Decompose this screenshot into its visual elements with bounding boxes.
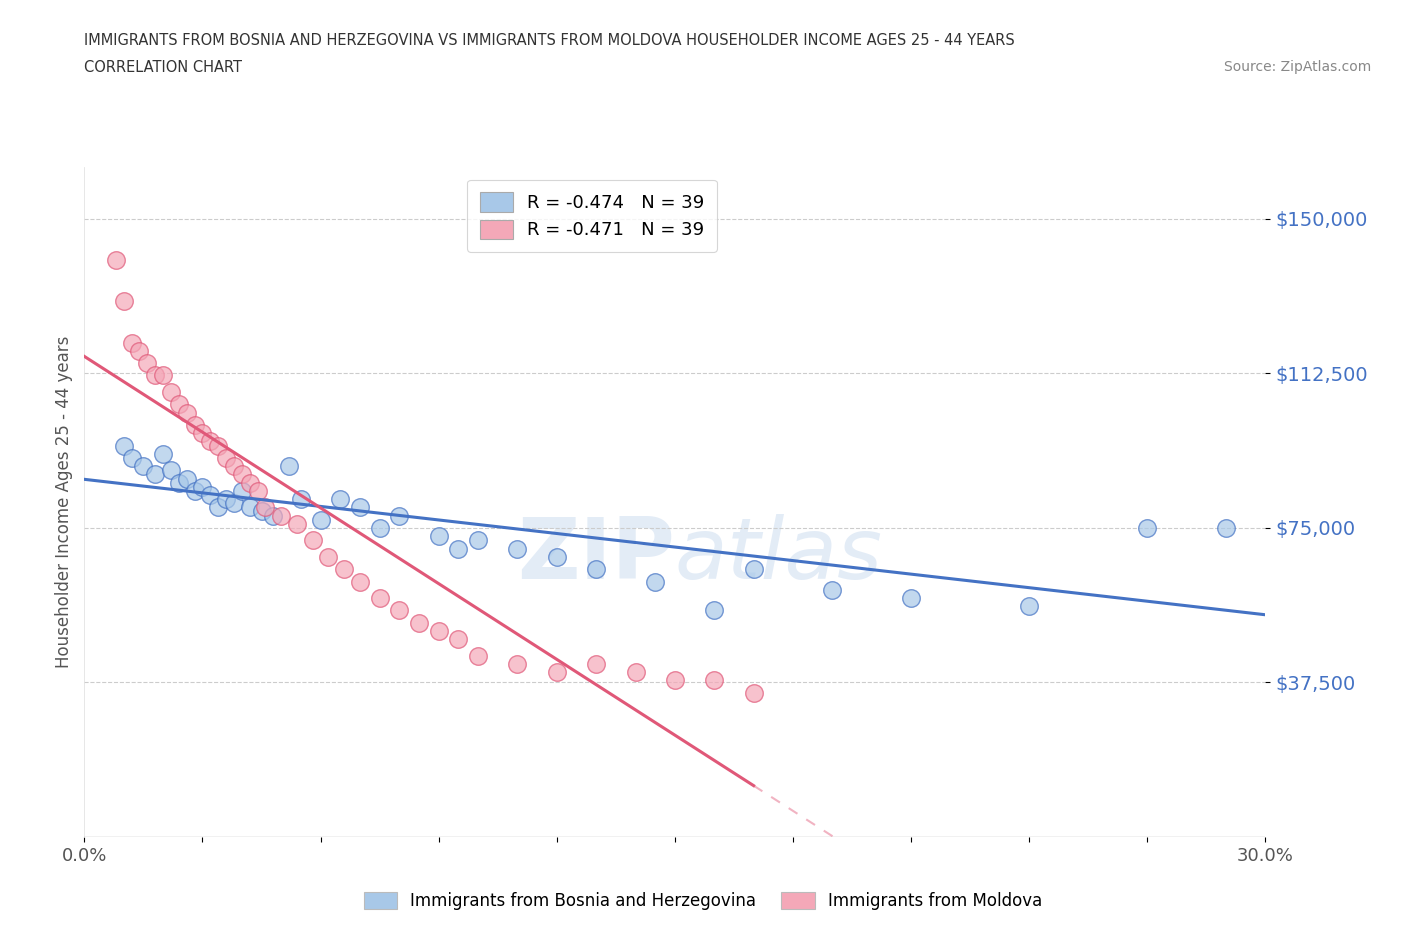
- Point: [703, 673, 725, 688]
- Point: [207, 500, 229, 515]
- Point: [183, 418, 205, 432]
- Text: ZIP: ZIP: [517, 514, 675, 597]
- Point: [664, 673, 686, 688]
- Point: [222, 496, 245, 511]
- Point: [546, 550, 568, 565]
- Point: [309, 512, 332, 527]
- Point: [254, 500, 277, 515]
- Point: [467, 533, 489, 548]
- Point: [821, 582, 844, 597]
- Point: [200, 434, 222, 449]
- Point: [467, 648, 489, 663]
- Point: [349, 574, 371, 589]
- Point: [408, 616, 430, 631]
- Point: [136, 355, 159, 370]
- Point: [318, 550, 340, 565]
- Point: [388, 508, 411, 523]
- Point: [160, 463, 183, 478]
- Point: [506, 541, 529, 556]
- Point: [447, 631, 470, 646]
- Point: [167, 397, 190, 412]
- Point: [128, 343, 150, 358]
- Point: [191, 426, 214, 441]
- Point: [368, 591, 391, 605]
- Point: [388, 603, 411, 618]
- Point: [112, 438, 135, 453]
- Text: Source: ZipAtlas.com: Source: ZipAtlas.com: [1223, 60, 1371, 74]
- Point: [333, 562, 356, 577]
- Point: [506, 657, 529, 671]
- Point: [152, 446, 174, 461]
- Point: [624, 665, 647, 680]
- Point: [250, 504, 273, 519]
- Point: [222, 458, 245, 473]
- Point: [329, 492, 352, 507]
- Point: [200, 487, 222, 502]
- Point: [1018, 599, 1040, 614]
- Point: [290, 492, 312, 507]
- Point: [239, 475, 262, 490]
- Text: atlas: atlas: [675, 514, 883, 597]
- Legend: R = -0.474   N = 39, R = -0.471   N = 39: R = -0.474 N = 39, R = -0.471 N = 39: [467, 179, 717, 252]
- Text: CORRELATION CHART: CORRELATION CHART: [84, 60, 242, 75]
- Point: [900, 591, 922, 605]
- Point: [215, 450, 238, 465]
- Point: [239, 500, 262, 515]
- Point: [152, 368, 174, 383]
- Point: [278, 458, 301, 473]
- Point: [160, 384, 183, 399]
- Point: [644, 574, 666, 589]
- Point: [368, 521, 391, 536]
- Point: [585, 562, 607, 577]
- Point: [447, 541, 470, 556]
- Point: [270, 508, 292, 523]
- Point: [585, 657, 607, 671]
- Point: [742, 562, 765, 577]
- Point: [231, 467, 253, 482]
- Point: [262, 508, 284, 523]
- Point: [285, 516, 308, 531]
- Text: IMMIGRANTS FROM BOSNIA AND HERZEGOVINA VS IMMIGRANTS FROM MOLDOVA HOUSEHOLDER IN: IMMIGRANTS FROM BOSNIA AND HERZEGOVINA V…: [84, 33, 1015, 47]
- Point: [1136, 521, 1159, 536]
- Point: [1215, 521, 1237, 536]
- Point: [121, 335, 143, 350]
- Point: [176, 472, 198, 486]
- Point: [427, 529, 450, 544]
- Point: [183, 484, 205, 498]
- Point: [231, 484, 253, 498]
- Point: [167, 475, 190, 490]
- Point: [215, 492, 238, 507]
- Point: [703, 603, 725, 618]
- Point: [121, 450, 143, 465]
- Point: [143, 467, 166, 482]
- Point: [143, 368, 166, 383]
- Point: [349, 500, 371, 515]
- Point: [112, 294, 135, 309]
- Point: [246, 484, 269, 498]
- Point: [191, 479, 214, 494]
- Point: [176, 405, 198, 420]
- Point: [427, 623, 450, 638]
- Point: [104, 253, 127, 268]
- Point: [546, 665, 568, 680]
- Point: [132, 458, 155, 473]
- Point: [742, 685, 765, 700]
- Legend: Immigrants from Bosnia and Herzegovina, Immigrants from Moldova: Immigrants from Bosnia and Herzegovina, …: [357, 885, 1049, 917]
- Y-axis label: Householder Income Ages 25 - 44 years: Householder Income Ages 25 - 44 years: [55, 336, 73, 669]
- Point: [207, 438, 229, 453]
- Point: [301, 533, 323, 548]
